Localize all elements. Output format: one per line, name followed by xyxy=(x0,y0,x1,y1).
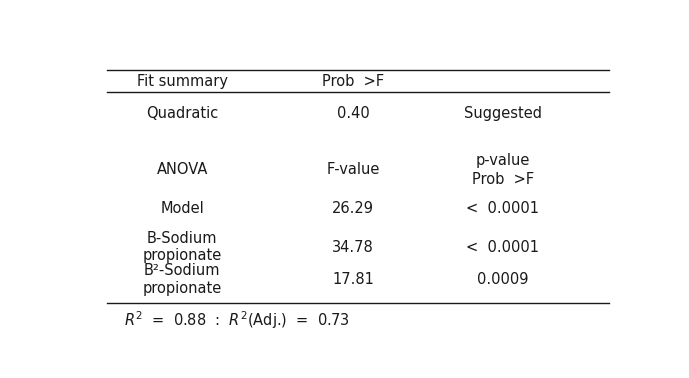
Text: 0.40: 0.40 xyxy=(337,106,369,121)
Text: $R^2$  =  0.88  :  $R^2$(Adj.)  =  0.73: $R^2$ = 0.88 : $R^2$(Adj.) = 0.73 xyxy=(123,310,349,331)
Text: <  0.0001: < 0.0001 xyxy=(466,240,539,255)
Text: F-value: F-value xyxy=(327,161,380,177)
Text: Prob  >F: Prob >F xyxy=(471,172,534,187)
Text: 0.0009: 0.0009 xyxy=(477,272,528,287)
Text: Fit summary: Fit summary xyxy=(136,73,228,88)
Text: Model: Model xyxy=(161,201,204,216)
Text: B²-Sodium: B²-Sodium xyxy=(144,263,220,279)
Text: 34.78: 34.78 xyxy=(332,240,374,255)
Text: propionate: propionate xyxy=(143,248,222,263)
Text: 17.81: 17.81 xyxy=(332,272,374,287)
Text: Prob  >F: Prob >F xyxy=(322,73,384,88)
Text: Suggested: Suggested xyxy=(464,106,542,121)
Text: <  0.0001: < 0.0001 xyxy=(466,201,539,216)
Text: propionate: propionate xyxy=(143,281,222,296)
Text: Quadratic: Quadratic xyxy=(146,106,218,121)
Text: B-Sodium: B-Sodium xyxy=(147,231,218,246)
Text: 26.29: 26.29 xyxy=(332,201,374,216)
Text: ANOVA: ANOVA xyxy=(156,161,208,177)
Text: p-value: p-value xyxy=(475,153,530,168)
